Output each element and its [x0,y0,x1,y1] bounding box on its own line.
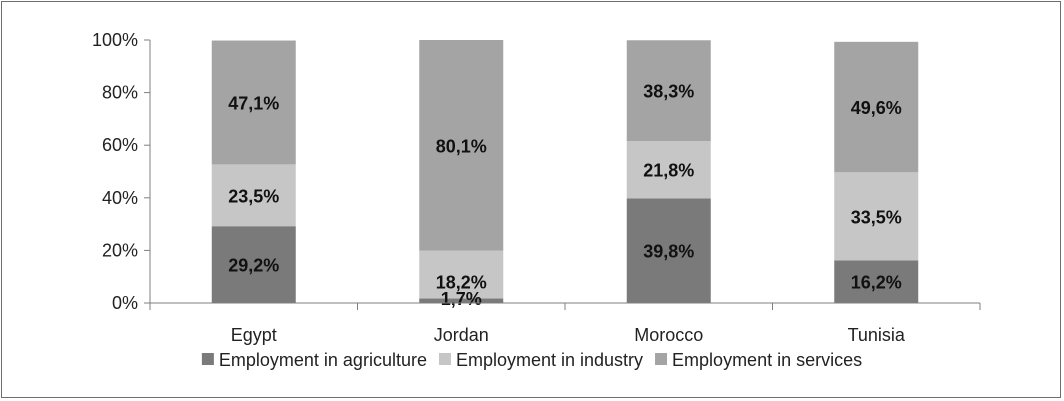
y-axis: 0% 20% 40% 60% 80% 100% [92,30,151,313]
y-tick-label: 60% [102,135,138,155]
x-category-label: Morocco [634,325,703,345]
bar-segment [626,198,711,303]
data-label: 80,1% [436,136,487,156]
data-label: 49,6% [851,98,902,118]
legend: Employment in agriculture Employment in i… [201,350,862,370]
bar-segment [419,298,504,303]
data-label: 16,2% [851,273,902,293]
legend-label: Employment in industry [456,350,643,370]
data-label: 38,3% [643,82,694,102]
bar-segment [211,164,296,227]
bar-segment [419,40,504,251]
bar-segment [626,140,711,199]
x-category-label: Egypt [231,325,277,345]
x-axis: Egypt Jordan Morocco Tunisia [149,302,981,345]
data-label: 1,7% [441,289,482,309]
legend-label: Employment in services [672,350,862,370]
legend-swatch [655,353,668,365]
y-tick-label: 100% [92,30,138,50]
bar-segment [419,250,504,299]
data-label: 21,8% [643,161,694,181]
data-label: 29,2% [228,256,279,276]
y-tick-label: 80% [102,83,138,103]
legend-swatch [201,353,214,365]
data-label: 33,5% [851,207,902,227]
data-label: 47,1% [228,93,279,113]
data-label: 23,5% [228,186,279,206]
legend-label: Employment in agriculture [219,350,427,370]
bar-segment [211,40,296,165]
bar-segment [626,40,711,141]
y-tick-label: 0% [112,293,138,313]
data-label: 39,8% [643,242,694,262]
x-category-label: Jordan [434,325,489,345]
data-label: 18,2% [436,272,487,292]
bar-segment [834,41,919,173]
y-tick-label: 20% [102,240,138,260]
bars: 29,2% 23,5% 47,1% 1,7%18,2% 80,1% 39,8% 21,8% 3… [211,40,919,309]
x-category-label: Tunisia [848,325,906,345]
bar-segment [834,172,919,261]
bar-segment [211,226,296,303]
y-tick-label: 40% [102,188,138,208]
bar-segment [834,260,919,303]
legend-swatch [438,353,451,365]
